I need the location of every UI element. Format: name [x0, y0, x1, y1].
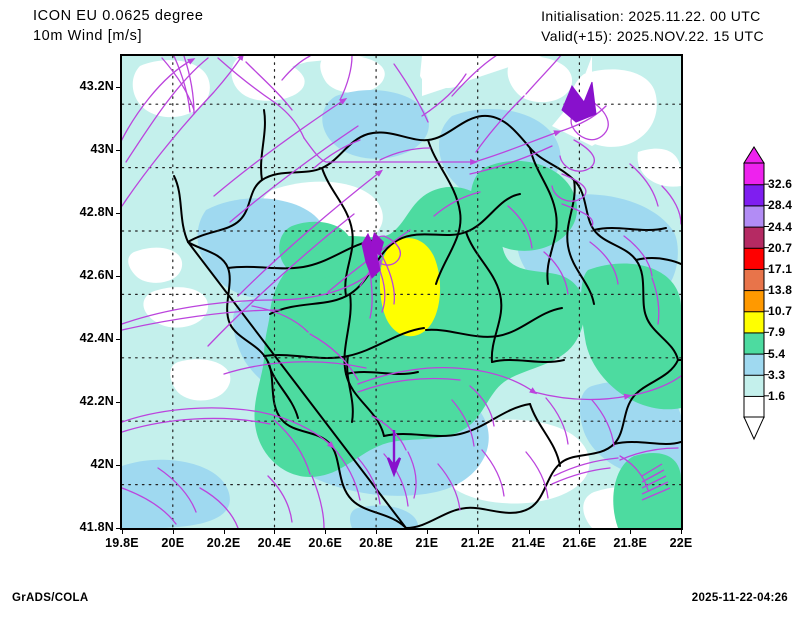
x-tick-mark	[630, 529, 632, 534]
colorbar-swatches	[743, 146, 769, 441]
colorbar-over-cap	[743, 146, 765, 164]
y-tick-label: 43N	[90, 142, 114, 157]
colorbar-tick-label: 20.7	[768, 240, 793, 255]
y-tick-label: 43.2N	[79, 79, 114, 94]
colorbar-tick-label: 28.4	[768, 198, 793, 213]
administrative-borders	[173, 109, 681, 528]
x-tick-label: 22E	[669, 536, 693, 550]
x-tick-label: 20.4E	[257, 536, 292, 550]
colorbar-band	[743, 395, 765, 419]
x-tick-label: 21E	[415, 536, 439, 550]
footer-producer: GrADS/COLA	[12, 592, 89, 604]
x-tick-mark	[376, 529, 378, 534]
y-tick-label: 42.8N	[79, 205, 114, 220]
colorbar-band	[743, 268, 765, 292]
colorbar-band	[743, 247, 765, 270]
colorbar-tick-label: 32.6	[768, 177, 793, 192]
map-plot-area	[120, 54, 683, 530]
header-model-info: ICON EU 0.0625 degree 10m Wind [m/s]	[33, 6, 204, 46]
x-tick-mark	[477, 529, 479, 534]
x-tick-label: 20.6E	[308, 536, 343, 550]
x-tick-label: 20.2E	[206, 536, 241, 550]
y-tick-mark	[116, 402, 121, 404]
x-tick-mark	[528, 529, 530, 534]
x-tick-label: 21.6E	[562, 536, 597, 550]
colorbar-band	[743, 226, 765, 249]
footer-timestamp: 2025-11-22-04:26	[691, 592, 788, 604]
x-tick-label: 20E	[161, 536, 185, 550]
y-tick-mark	[116, 528, 121, 529]
colorbar-tick-label: 1.6	[768, 388, 786, 403]
y-tick-mark	[116, 150, 121, 152]
x-tick-label: 20.8E	[359, 536, 393, 550]
y-tick-mark	[116, 87, 121, 89]
x-tick-mark	[681, 529, 682, 534]
x-tick-label: 19.8E	[105, 536, 139, 550]
map-layers	[122, 56, 681, 528]
colorbar-tick-label: 24.4	[768, 219, 793, 234]
y-tick-mark	[116, 339, 121, 341]
y-tick-label: 42N	[90, 457, 114, 472]
x-tick-mark	[426, 529, 428, 534]
y-tick-label: 42.2N	[79, 394, 114, 409]
colorbar: 1.6 3.3 5.4 7.9 10.7 13.8 17.1 20.7 24.4 28.4 32.6	[740, 145, 800, 445]
x-tick-mark	[274, 529, 276, 534]
colorbar-band	[743, 204, 765, 228]
x-tick-mark	[325, 529, 327, 534]
colorbar-tick-label: 5.4	[768, 346, 786, 361]
x-tick-mark	[122, 529, 123, 534]
colorbar-band-group	[743, 162, 765, 419]
wind-field-map	[122, 56, 681, 528]
colorbar-band	[743, 331, 765, 355]
x-tick-mark	[172, 529, 174, 534]
colorbar-band	[743, 162, 765, 186]
y-tick-label: 42.6N	[79, 268, 114, 283]
y-tick-label: 42.4N	[79, 331, 114, 346]
y-tick-label: 41.8N	[79, 520, 114, 534]
colorbar-under-cap	[743, 416, 765, 441]
wind-barb-clusters	[361, 81, 671, 501]
colorbar-band	[743, 310, 765, 334]
colorbar-band	[743, 353, 765, 376]
x-tick-mark	[579, 529, 581, 534]
y-tick-mark	[116, 465, 121, 467]
initialisation-text: Initialisation: 2025.11.22. 00 UTC	[541, 8, 761, 24]
y-tick-mark	[116, 276, 121, 278]
x-tick-label: 21.8E	[613, 536, 647, 550]
header-time-info: Initialisation: 2025.11.22. 00 UTC Valid…	[541, 6, 764, 46]
colorbar-tick-label: 7.9	[768, 325, 786, 340]
wind-streamlines	[122, 56, 681, 528]
colorbar-band	[743, 183, 765, 207]
x-tick-mark	[223, 529, 225, 534]
colorbar-cap-group	[743, 146, 769, 441]
colorbar-tick-label: 13.8	[768, 283, 793, 297]
x-tick-label: 21.2E	[460, 536, 495, 550]
valid-time-text: Valid(+15): 2025.NOV.22. 15 UTC	[541, 28, 764, 44]
model-variable-line: 10m Wind [m/s]	[33, 28, 143, 44]
map-gridlines	[122, 56, 681, 528]
model-name-line: ICON EU 0.0625 degree	[33, 8, 204, 24]
colorbar-tick-label: 10.7	[768, 304, 793, 319]
colorbar-band	[743, 374, 765, 397]
band-7p9-10p7	[379, 238, 441, 337]
y-tick-mark	[116, 213, 121, 215]
colorbar-tick-label: 3.3	[768, 367, 786, 382]
x-tick-label: 21.4E	[511, 536, 546, 550]
colorbar-tick-label: 17.1	[768, 261, 793, 276]
colorbar-band	[743, 289, 765, 313]
